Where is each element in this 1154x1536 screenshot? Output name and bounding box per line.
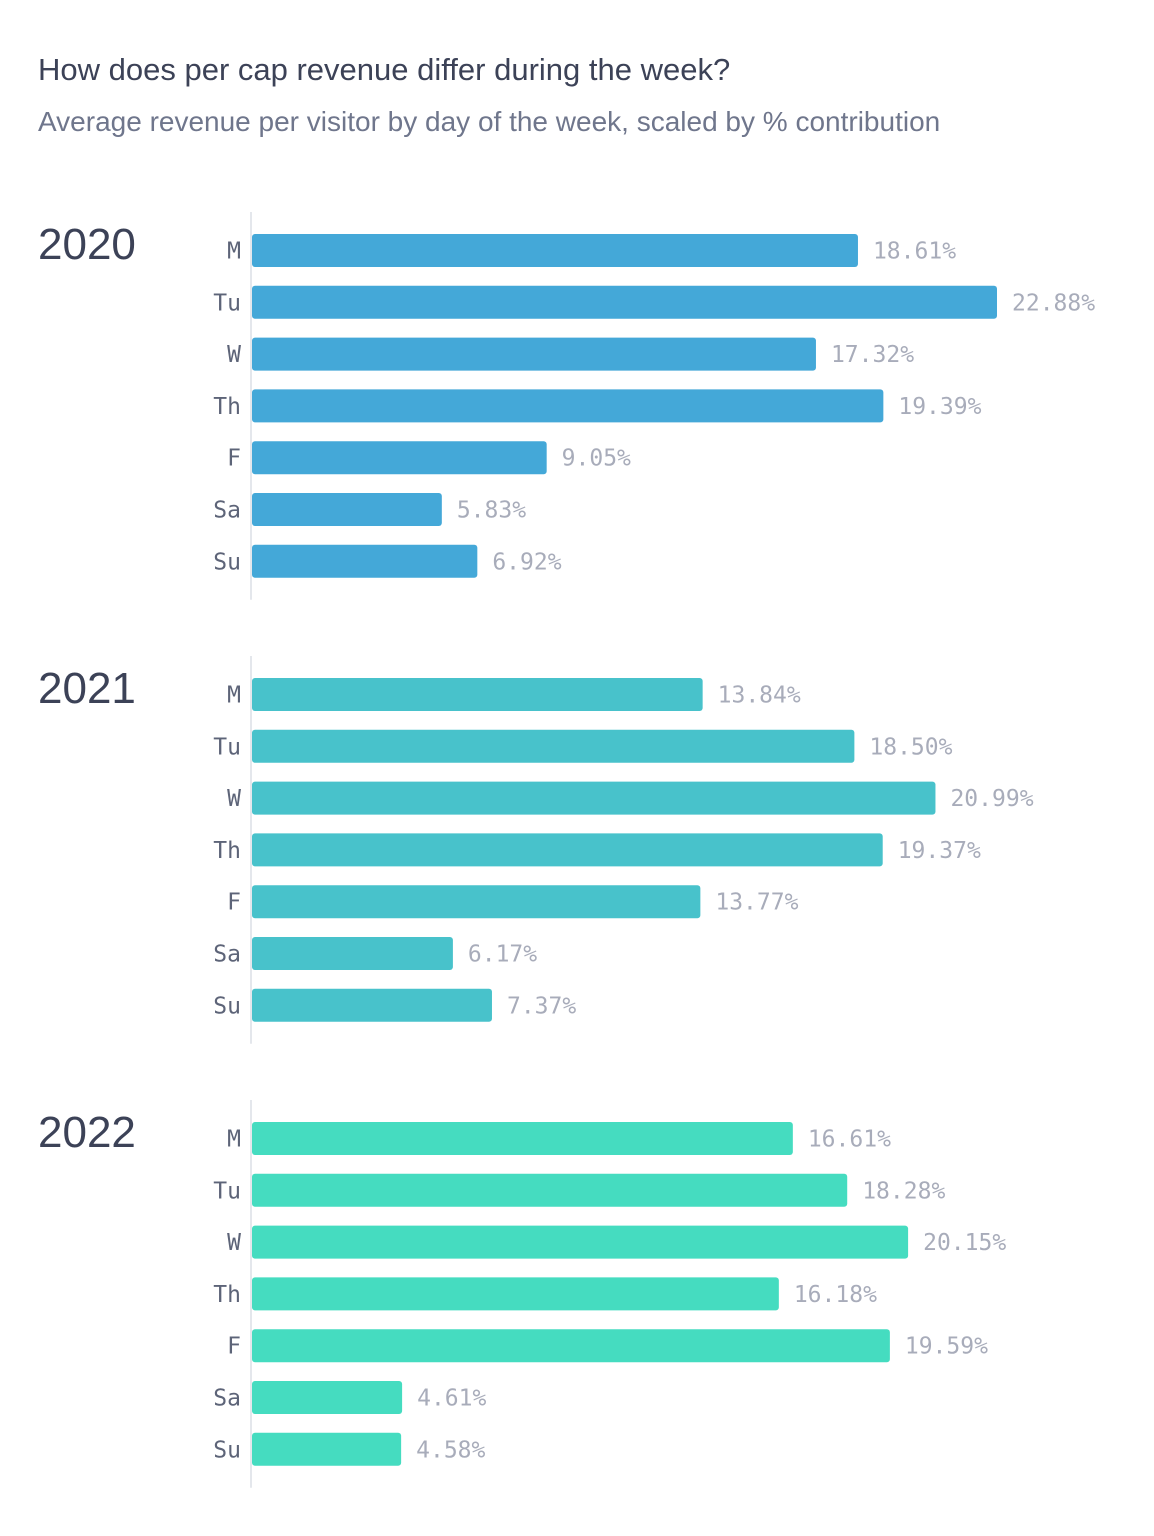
- value-label-2022-Th: 16.18%: [794, 1282, 877, 1308]
- value-label-2021-Tu: 18.50%: [869, 734, 952, 760]
- bar-2022-W: [252, 1225, 909, 1259]
- bar-2022-M: [252, 1122, 793, 1155]
- bar-2021-Sa: [252, 937, 453, 970]
- day-label-2021-Su: Su: [213, 993, 241, 1019]
- bar-2020-W: [252, 337, 816, 371]
- bar-2020-Th: [252, 389, 884, 423]
- value-label-2022-W: 20.15%: [923, 1230, 1006, 1256]
- value-label-2020-W: 17.32%: [831, 342, 914, 368]
- day-label-2022-W: W: [227, 1230, 241, 1256]
- day-label-2020-Th: Th: [213, 394, 241, 420]
- value-label-2020-Sa: 5.83%: [457, 498, 526, 524]
- bar-2020-Su: [252, 544, 478, 578]
- day-label-2022-F: F: [227, 1334, 241, 1360]
- value-label-2021-W: 20.99%: [950, 786, 1033, 812]
- bar-2021-W: [252, 781, 936, 815]
- day-label-2022-M: M: [227, 1127, 241, 1153]
- day-label-2022-Su: Su: [213, 1437, 241, 1463]
- day-label-2020-M: M: [227, 239, 241, 265]
- bar-2022-Sa: [252, 1381, 403, 1414]
- bar-2020-Sa: [252, 493, 442, 526]
- day-label-2020-Sa: Sa: [213, 498, 241, 524]
- day-label-2021-Sa: Sa: [213, 942, 241, 968]
- value-label-2022-F: 19.59%: [905, 1334, 988, 1360]
- value-label-2022-Tu: 18.28%: [862, 1178, 945, 1204]
- series-label-2021: 2021: [38, 664, 136, 713]
- value-label-2020-F: 9.05%: [562, 446, 631, 472]
- bar-2021-Th: [252, 833, 883, 867]
- series-label-2020: 2020: [38, 220, 136, 269]
- value-label-2021-Th: 19.37%: [898, 838, 981, 864]
- bar-2020-M: [252, 234, 858, 267]
- value-label-2021-Su: 7.37%: [507, 993, 576, 1019]
- value-label-2020-Tu: 22.88%: [1012, 290, 1095, 316]
- value-label-2021-F: 13.77%: [715, 890, 798, 916]
- day-label-2022-Sa: Sa: [213, 1386, 241, 1412]
- bar-2021-Su: [252, 988, 492, 1022]
- value-label-2020-Th: 19.39%: [898, 394, 981, 420]
- day-label-2020-W: W: [227, 342, 241, 368]
- bar-2020-Tu: [252, 285, 997, 319]
- bar-2022-Tu: [252, 1173, 848, 1207]
- value-label-2021-Sa: 6.17%: [468, 942, 537, 968]
- value-label-2020-M: 18.61%: [873, 239, 956, 265]
- day-label-2021-W: W: [227, 786, 241, 812]
- day-label-2020-Su: Su: [213, 549, 241, 575]
- day-label-2021-Tu: Tu: [213, 734, 241, 760]
- value-label-2020-Su: 6.92%: [492, 549, 561, 575]
- bar-2020-F: [252, 441, 547, 475]
- bar-2021-Tu: [252, 729, 855, 763]
- day-label-2021-M: M: [227, 683, 241, 709]
- day-label-2021-F: F: [227, 890, 241, 916]
- bar-2022-Su: [252, 1432, 402, 1466]
- bar-2022-F: [252, 1329, 890, 1363]
- bar-2021-F: [252, 885, 701, 919]
- day-label-2021-Th: Th: [213, 838, 241, 864]
- bar-2022-Th: [252, 1277, 779, 1311]
- value-label-2022-Sa: 4.61%: [417, 1386, 486, 1412]
- value-label-2022-Su: 4.58%: [416, 1437, 485, 1463]
- value-label-2021-M: 13.84%: [718, 683, 801, 709]
- day-label-2020-Tu: Tu: [213, 290, 241, 316]
- day-label-2022-Th: Th: [213, 1282, 241, 1308]
- day-label-2020-F: F: [227, 446, 241, 472]
- chart-subtitle: Average revenue per visitor by day of th…: [38, 106, 941, 137]
- value-label-2022-M: 16.61%: [808, 1127, 891, 1153]
- bar-2021-M: [252, 678, 703, 711]
- chart-title: How does per cap revenue differ during t…: [38, 52, 731, 87]
- series-label-2022: 2022: [38, 1108, 136, 1157]
- day-label-2022-Tu: Tu: [213, 1178, 241, 1204]
